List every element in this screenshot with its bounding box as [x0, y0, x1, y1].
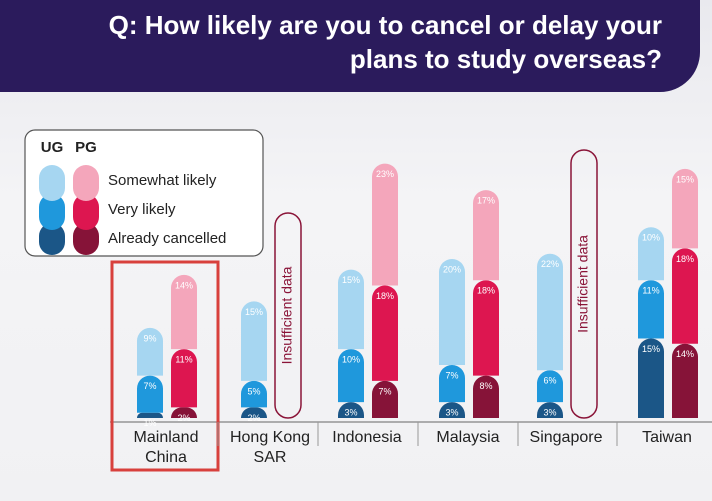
bar-segment: [638, 280, 664, 339]
legend-group-label: UG: [41, 139, 64, 156]
bar-segment: [537, 253, 563, 371]
value-label: 9%: [143, 333, 156, 343]
legend-swatch: [73, 223, 99, 255]
value-label: 2%: [247, 413, 260, 423]
value-label: 2%: [177, 413, 190, 423]
value-label: 6%: [543, 376, 556, 386]
value-label: 18%: [676, 254, 694, 264]
bar-segment: [338, 349, 364, 403]
x-tick-label: Singapore: [529, 429, 603, 446]
insufficient-outline: [570, 149, 598, 419]
bar-segment: [638, 338, 664, 418]
value-label: 15%: [676, 174, 694, 184]
legend-swatch: [39, 165, 65, 201]
bar-segment: [672, 343, 698, 418]
value-label: 14%: [676, 349, 694, 359]
bar-segment: [537, 370, 563, 403]
chart-title: Q: How likely are you to cancel or delay…: [108, 10, 662, 74]
legend-group-label: PG: [75, 139, 97, 156]
insufficient-outline: [274, 212, 302, 419]
value-label: 23%: [376, 169, 394, 179]
value-label: 11%: [175, 354, 192, 364]
bar-segment: [241, 407, 267, 418]
value-label: 20%: [443, 264, 461, 274]
value-label: 3%: [445, 407, 458, 417]
value-label: 15%: [642, 344, 660, 354]
bar-segment: [137, 327, 163, 376]
x-tick-label: Malaysia: [436, 429, 500, 446]
x-tick-label: Hong Kong SAR: [229, 429, 311, 466]
legend-label: Already cancelled: [108, 230, 226, 247]
value-label: 17%: [477, 195, 495, 205]
value-label: 10%: [342, 354, 360, 364]
bar-segment: [372, 285, 398, 381]
bar-segment: [672, 248, 698, 344]
bar-segment: [473, 375, 499, 418]
legend-swatch: [39, 223, 65, 255]
annotation: Insufficient data: [279, 266, 295, 364]
value-label: 14%: [175, 280, 193, 290]
bar-segment: [473, 190, 499, 281]
legend-swatch: [39, 194, 65, 230]
highlight-box: [110, 260, 220, 472]
value-label: 7%: [143, 381, 156, 391]
bar-segment: [241, 380, 267, 408]
bar-segment: [137, 375, 163, 413]
bar-segment: [372, 380, 398, 418]
bar-segment: [439, 365, 465, 403]
value-label: 18%: [477, 286, 495, 296]
x-tick-label: Taiwan: [642, 429, 692, 446]
value-label: 1%: [143, 418, 156, 428]
bar-segment: [439, 402, 465, 418]
value-label: 10%: [642, 233, 660, 243]
bar-segment: [137, 412, 163, 418]
legend-label: Very likely: [108, 201, 176, 218]
bar-segment: [171, 407, 197, 418]
bar-segment: [338, 402, 364, 418]
value-label: 22%: [541, 259, 559, 269]
legend-swatch: [73, 194, 99, 230]
bar-segment: [241, 301, 267, 381]
value-label: 18%: [376, 291, 394, 301]
value-label: 7%: [445, 370, 458, 380]
value-label: 11%: [642, 286, 659, 296]
bar-segment: [171, 349, 197, 408]
value-label: 3%: [344, 407, 357, 417]
legend-swatch: [73, 165, 99, 201]
bar-segment: [171, 274, 197, 350]
x-tick-label: Mainland China: [133, 429, 199, 466]
value-label: 7%: [378, 386, 391, 396]
bar-segment: [338, 269, 364, 350]
value-label: 5%: [247, 386, 260, 396]
bar-segment: [672, 168, 698, 249]
bar-segment: [372, 163, 398, 286]
legend-label: Somewhat likely: [108, 172, 217, 189]
bar-segment: [537, 402, 563, 418]
value-label: 15%: [245, 307, 263, 317]
bar-segment: [638, 227, 664, 281]
bar-segment: [439, 259, 465, 365]
value-label: 15%: [342, 275, 360, 285]
x-tick-label: Indonesia: [332, 429, 402, 446]
annotation: Insufficient data: [575, 235, 591, 333]
value-label: 3%: [543, 407, 556, 417]
bar-segment: [473, 280, 499, 376]
header: Q: How likely are you to cancel or delay…: [0, 0, 700, 92]
value-label: 8%: [479, 381, 492, 391]
